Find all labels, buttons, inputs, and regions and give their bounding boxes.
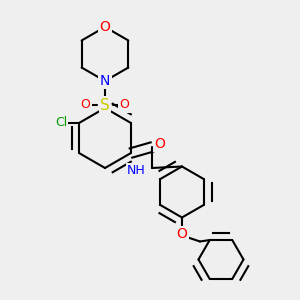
Text: S: S [100,98,110,112]
Text: O: O [176,227,188,241]
Text: N: N [100,74,110,88]
Text: O: O [100,20,110,34]
Text: O: O [120,98,129,112]
Text: O: O [81,98,90,112]
Text: Cl: Cl [55,116,67,130]
Text: O: O [154,137,165,151]
Text: NH: NH [127,164,146,178]
